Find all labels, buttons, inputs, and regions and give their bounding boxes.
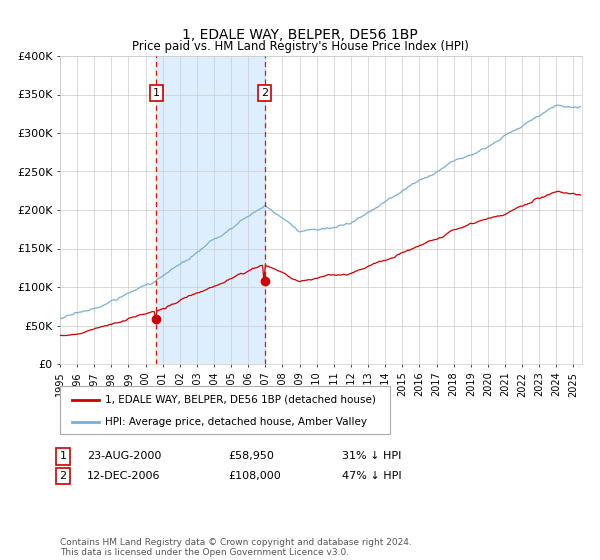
Text: Price paid vs. HM Land Registry's House Price Index (HPI): Price paid vs. HM Land Registry's House … bbox=[131, 40, 469, 53]
Text: 12-DEC-2006: 12-DEC-2006 bbox=[87, 471, 161, 481]
Text: HPI: Average price, detached house, Amber Valley: HPI: Average price, detached house, Ambe… bbox=[105, 417, 367, 427]
Bar bbox=[156, 56, 265, 364]
Text: 1, EDALE WAY, BELPER, DE56 1BP (detached house): 1, EDALE WAY, BELPER, DE56 1BP (detached… bbox=[105, 395, 376, 405]
Text: 23-AUG-2000: 23-AUG-2000 bbox=[87, 451, 161, 461]
Text: £58,950: £58,950 bbox=[228, 451, 274, 461]
Text: 47% ↓ HPI: 47% ↓ HPI bbox=[342, 471, 401, 481]
Text: 2: 2 bbox=[59, 471, 67, 481]
Text: 1: 1 bbox=[59, 451, 67, 461]
Text: Contains HM Land Registry data © Crown copyright and database right 2024.
This d: Contains HM Land Registry data © Crown c… bbox=[60, 538, 412, 557]
Text: £108,000: £108,000 bbox=[228, 471, 281, 481]
Text: 1, EDALE WAY, BELPER, DE56 1BP: 1, EDALE WAY, BELPER, DE56 1BP bbox=[182, 28, 418, 42]
Text: 2: 2 bbox=[261, 88, 268, 98]
Text: 31% ↓ HPI: 31% ↓ HPI bbox=[342, 451, 401, 461]
Text: 1: 1 bbox=[153, 88, 160, 98]
